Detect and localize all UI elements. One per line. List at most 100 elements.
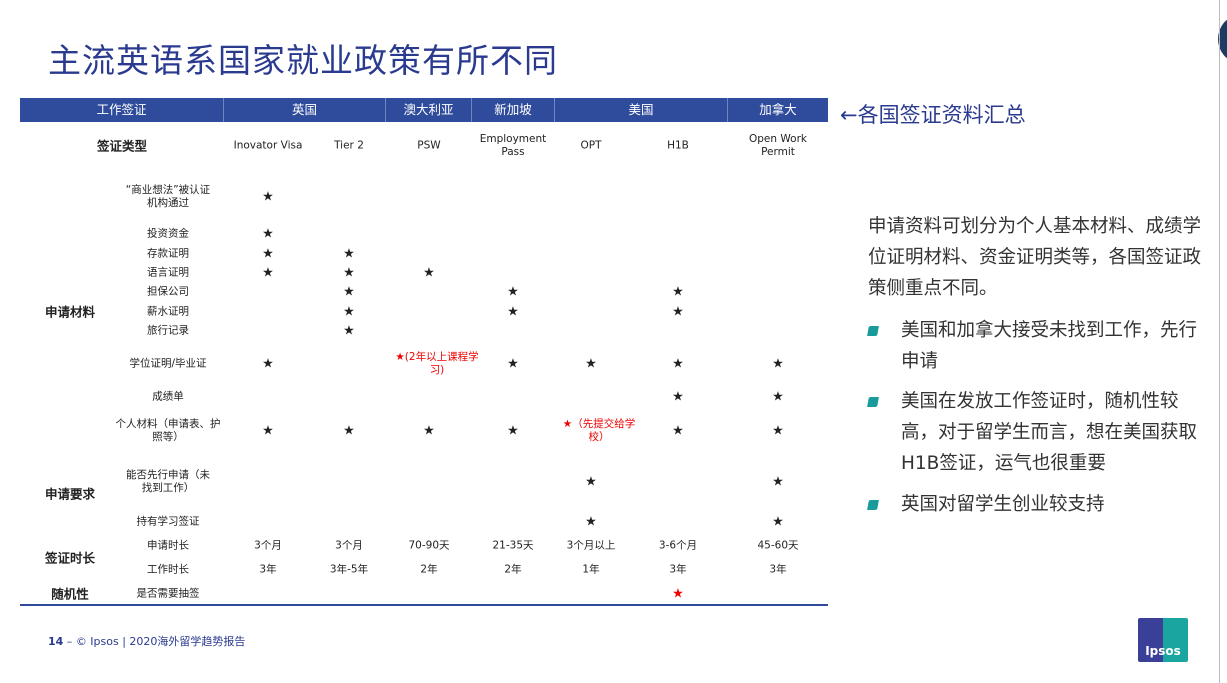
cell-value: 21-35天 (492, 539, 534, 552)
star-mark: ★ (262, 356, 274, 372)
star-mark: ★ (672, 304, 684, 320)
group-label: 随机性 (51, 586, 89, 602)
group-label: 申请要求 (44, 486, 96, 502)
cell-value: 70-90天 (408, 539, 450, 552)
row-label: 担保公司 (147, 285, 189, 298)
cell-value: 3年 (259, 563, 277, 576)
star-mark: ★ (672, 389, 684, 405)
row-label: 成绩单 (152, 390, 184, 403)
star-mark: ★ (343, 423, 355, 439)
star-mark: ★ (343, 265, 355, 281)
star-mark: ★ (772, 356, 784, 372)
star-mark: ★ (772, 389, 784, 405)
star-mark: ★(2年以上课程学习) (395, 351, 479, 376)
cell-value: 1年 (582, 563, 600, 576)
group-label: 申请材料 (44, 304, 96, 320)
row-label: 工作时长 (147, 563, 189, 576)
star-mark: ★ (262, 265, 274, 281)
star-mark: ★ (423, 265, 435, 281)
bullet-text: 美国和加拿大接受未找到工作，先行申请 (901, 320, 1198, 372)
star-mark: ★ (672, 284, 684, 300)
ipsos-logo: Ipsos (1138, 618, 1188, 662)
row-label: 薪水证明 (147, 305, 189, 318)
cell-value: 3年 (669, 563, 687, 576)
cell-value: 45-60天 (757, 539, 799, 552)
visa-type: Employment Pass (479, 133, 547, 158)
row-label: 持有学习签证 (136, 515, 200, 528)
star-mark: ★ (343, 323, 355, 339)
star-mark: ★ (507, 423, 519, 439)
row-label: 旅行记录 (147, 324, 189, 337)
star-mark: ★ (343, 284, 355, 300)
bullet-icon (867, 326, 879, 336)
star-mark: ★ (262, 246, 274, 262)
star-mark: ★ (343, 246, 355, 262)
star-mark: ★ (672, 586, 684, 602)
table-header: 工作签证 英国 澳大利亚 新加坡 美国 加拿大 (20, 98, 828, 122)
cell-value: 3年-5年 (329, 563, 369, 576)
bullet-item: 美国在发放工作签证时，随机性较高，对于留学生而言，想在美国获取H1B签证，运气也… (867, 386, 1201, 479)
row-label: 学位证明/毕业证 (129, 357, 207, 370)
bullet-item: 美国和加拿大接受未找到工作，先行申请 (867, 315, 1201, 377)
row-label: 投资资金 (147, 227, 189, 240)
table-bottom-rule (20, 604, 828, 606)
row-label: 语言证明 (147, 266, 189, 279)
header-australia: 澳大利亚 (386, 98, 472, 122)
row-label: “商业想法”被认证机构通过 (125, 184, 211, 209)
visa-type: Open Work Permit (749, 133, 807, 158)
star-mark: ★ (772, 423, 784, 439)
footer-sep: – (63, 635, 76, 648)
cell-value: 3个月以上 (566, 539, 616, 552)
cell-value: 3年 (769, 563, 787, 576)
star-mark: ★ (262, 226, 274, 242)
star-mark: ★ (585, 356, 597, 372)
star-mark: ★ (772, 474, 784, 490)
bullet-text: 英国对留学生创业较支持 (901, 494, 1105, 515)
group-label: 签证时长 (44, 550, 96, 566)
star-mark: ★ (262, 423, 274, 439)
star-mark: ★ (507, 304, 519, 320)
summary-annotation: ←各国签证资料汇总 (840, 103, 1026, 127)
visa-type: OPT (580, 139, 602, 152)
star-mark: ★ (343, 304, 355, 320)
cell-value: 2年 (420, 563, 438, 576)
visa-type: Inovator Visa (233, 139, 303, 152)
visa-type-label: 签证类型 (96, 138, 148, 154)
header-singapore: 新加坡 (472, 98, 555, 122)
bullet-icon (867, 397, 879, 407)
cell-value: 3个月 (254, 539, 282, 552)
star-mark: ★ (507, 356, 519, 372)
star-mark: ★ (585, 514, 597, 530)
star-mark: ★ (507, 284, 519, 300)
star-mark: ★ (262, 189, 274, 205)
side-summary: 申请资料可划分为个人基本材料、成绩学位证明材料、资金证明类等，各国签证政策侧重点… (868, 216, 1202, 299)
star-mark: ★ (672, 423, 684, 439)
row-label: 能否先行申请（未找到工作） (126, 469, 210, 494)
star-mark: ★ (772, 514, 784, 530)
bullet-text: 美国在发放工作签证时，随机性较高，对于留学生而言，想在美国获取H1B签证，运气也… (901, 391, 1198, 474)
header-canada: 加拿大 (759, 102, 797, 117)
row-label: 个人材料（申请表、护照等） (115, 418, 221, 443)
cell-value: 3-6个月 (658, 539, 698, 552)
row-label: 申请时长 (147, 539, 189, 552)
page-number: 14 (48, 635, 64, 648)
visa-type: Tier 2 (334, 139, 364, 152)
bullet-item: 英国对留学生创业较支持 (867, 489, 1201, 520)
star-mark: ★ (423, 423, 435, 439)
page-title: 主流英语系国家就业政策有所不同 (48, 41, 558, 80)
footer: 14 – © Ipsos | 2020海外留学趋势报告 (48, 633, 245, 649)
bullet-icon (867, 500, 879, 510)
cell-value: 3个月 (335, 539, 363, 552)
visa-type: PSW (417, 139, 441, 152)
row-label: 存款证明 (147, 247, 189, 260)
row-label: 是否需要抽签 (136, 587, 200, 600)
header-work-visa: 工作签证 (20, 98, 224, 122)
footer-text: © Ipsos | 2020海外留学趋势报告 (75, 635, 246, 648)
visa-type: H1B (667, 139, 689, 152)
cell-value: 2年 (504, 563, 522, 576)
header-uk: 英国 (224, 98, 386, 122)
slide-edge (1219, 0, 1220, 683)
star-mark: ★ (585, 474, 597, 490)
star-mark: ★ (672, 356, 684, 372)
header-usa: 美国 (555, 98, 728, 122)
